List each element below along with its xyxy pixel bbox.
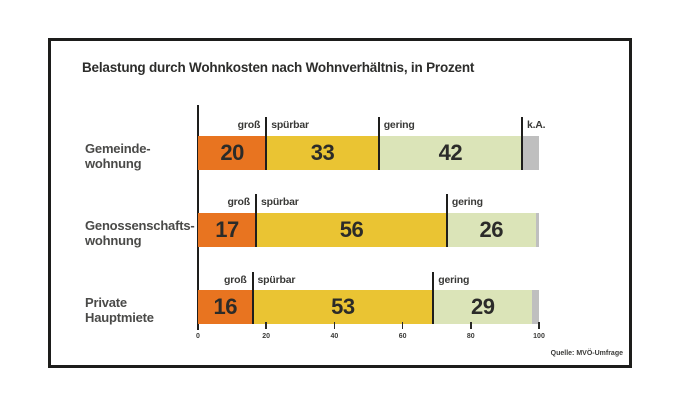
segment-value: 53 (331, 294, 355, 319)
segment-value: 33 (310, 140, 335, 165)
category-label-line: Gemeinde- (85, 141, 151, 156)
segment-label: gering (451, 196, 483, 208)
category-label-line: wohnung (85, 233, 142, 248)
category-label-line: Private (85, 295, 127, 310)
chart-frame: Belastung durch Wohnkosten nach Wohnverh… (48, 38, 632, 368)
bar-segment (535, 213, 539, 247)
segment-label: spürbar (271, 119, 309, 131)
x-axis-tick-mark (538, 322, 540, 329)
segment-boundary-tick (520, 117, 523, 170)
bar-segment: 56 (255, 213, 447, 247)
segment-value: 26 (479, 217, 504, 242)
segment-boundary-tick (445, 194, 448, 247)
category-label-line: Genossenschafts- (85, 218, 195, 233)
category-label: Gemeinde-wohnung (85, 141, 151, 171)
segment-label: groß (224, 274, 247, 286)
bar-segment: 26 (446, 213, 536, 247)
x-axis-tick-label: 0 (196, 333, 200, 340)
x-axis-tick-mark (265, 322, 267, 329)
bar-segment (532, 290, 539, 324)
x-axis-tick-label: 20 (262, 333, 271, 340)
segment-label: gering (383, 119, 415, 131)
segment-value: 29 (470, 294, 495, 319)
bar-segment: 16 (198, 290, 253, 324)
segment-label: gering (438, 274, 470, 286)
bar-segment: 53 (252, 290, 434, 324)
segment-value: 20 (220, 140, 244, 165)
stacked-bar: 20 33 42 (198, 136, 539, 170)
segment-label: groß (227, 196, 250, 208)
chart-title: Belastung durch Wohnkosten nach Wohnverh… (82, 60, 475, 75)
x-axis-tick-label: 40 (330, 333, 339, 340)
segment-boundary-tick (251, 272, 254, 324)
segment-label: groß (237, 119, 261, 131)
x-axis-tick-mark (333, 322, 336, 329)
segment-label: k.A. (526, 119, 546, 131)
category-label-line: Hauptmiete (85, 310, 154, 325)
bar-segment: 33 (266, 136, 379, 170)
x-axis-tick-mark (470, 322, 472, 329)
source-note: Quelle: MVÖ-Umfrage (550, 350, 623, 357)
x-axis-tick-label: 80 (466, 333, 475, 340)
x-axis-tick-label: 100 (533, 333, 545, 340)
category-label: Genossenschafts-wohnung (85, 218, 195, 248)
segment-value: 17 (215, 217, 239, 242)
category-label: Private Hauptmiete (85, 295, 154, 325)
stacked-bar: 17 56 26 (198, 213, 539, 247)
bar-segment: 17 (198, 213, 256, 247)
x-axis-tick-label: 60 (398, 333, 407, 340)
segment-value: 56 (339, 217, 364, 242)
chart-area: Belastung durch Wohnkosten nach Wohnverh… (51, 41, 629, 365)
segment-label: spürbar (257, 274, 296, 286)
category-label-line: wohnung (85, 156, 142, 171)
bar-segment: 20 (198, 136, 267, 170)
segment-boundary-tick (432, 272, 435, 324)
segment-boundary-tick (265, 117, 268, 170)
segment-boundary-tick (254, 194, 257, 247)
stacked-bar: 16 53 29 (198, 290, 539, 324)
segment-label: spürbar (260, 196, 299, 208)
segment-value: 16 (213, 294, 238, 319)
bar-segment (521, 136, 539, 170)
segment-boundary-tick (377, 117, 380, 170)
x-axis-tick-mark (401, 322, 404, 329)
bar-segment: 29 (433, 290, 533, 324)
segment-value: 42 (438, 140, 463, 165)
bar-segment: 42 (378, 136, 522, 170)
